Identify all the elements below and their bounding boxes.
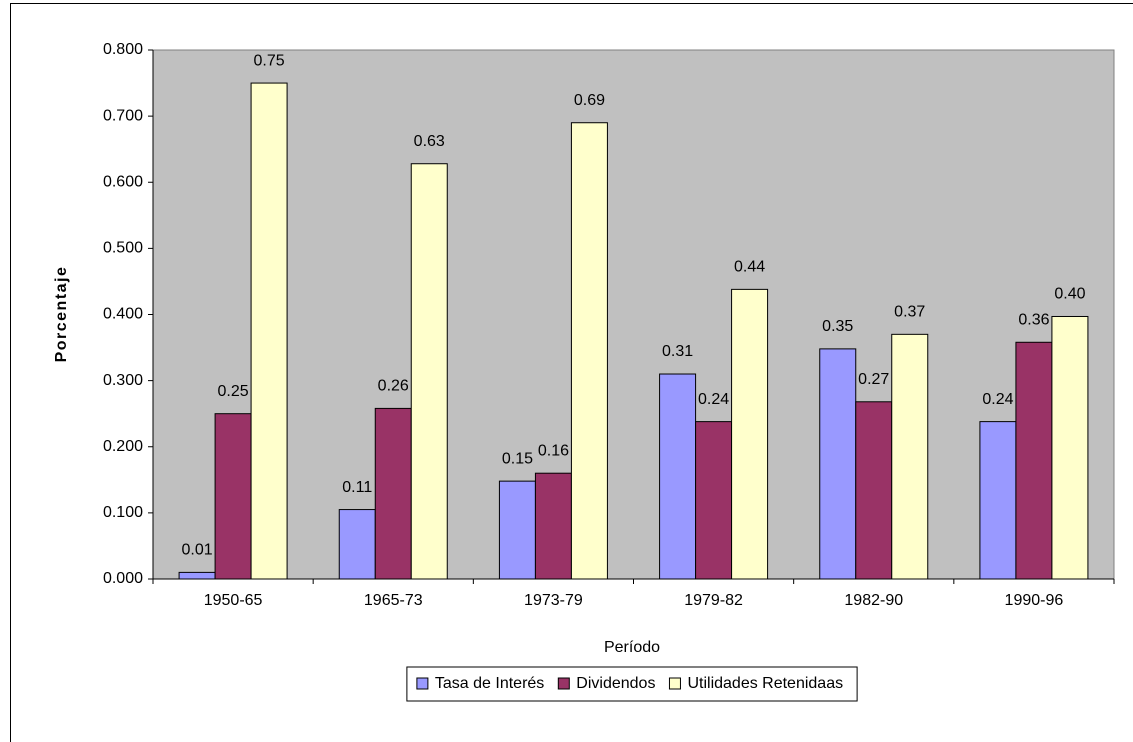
x-tick-label: 1982-90 <box>844 592 903 609</box>
bar <box>695 421 733 580</box>
y-tick-label: 0.400 <box>103 306 143 323</box>
data-label: 0.16 <box>538 442 569 459</box>
x-tick-label: 1950-65 <box>204 592 263 609</box>
legend-label: Dividendos <box>576 675 655 692</box>
bar <box>659 373 697 580</box>
y-tick-label: 0.000 <box>103 570 143 587</box>
data-label: 0.44 <box>734 259 765 276</box>
y-tick-label: 0.700 <box>103 107 143 124</box>
y-tick-label: 0.500 <box>103 240 143 257</box>
data-label: 0.69 <box>574 92 605 109</box>
x-tick-label: 1973-79 <box>524 592 583 609</box>
data-label: 0.11 <box>342 479 372 496</box>
legend-label: Utilidades Retenidaas <box>687 675 843 692</box>
x-tick-label: 1965-73 <box>364 592 423 609</box>
y-tick-label: 0.100 <box>103 504 143 521</box>
data-label: 0.15 <box>502 450 533 467</box>
data-label: 0.01 <box>182 542 213 559</box>
y-axis-title: Porcentaje <box>53 266 70 363</box>
data-label: 0.37 <box>894 304 925 321</box>
y-tick-label: 0.200 <box>103 438 143 455</box>
data-label: 0.26 <box>378 378 409 395</box>
y-tick-label: 0.300 <box>103 372 143 389</box>
data-label: 0.40 <box>1054 286 1085 303</box>
y-tick-label: 0.800 <box>103 41 143 58</box>
bar <box>214 413 252 580</box>
bar <box>819 348 857 580</box>
bar <box>979 421 1017 580</box>
data-label: 0.63 <box>414 133 445 150</box>
bar <box>534 472 572 580</box>
bar <box>374 407 412 580</box>
data-label: 0.36 <box>1018 311 1049 328</box>
bar <box>731 288 769 580</box>
bar <box>1015 341 1053 580</box>
legend-swatch <box>668 677 681 690</box>
data-label: 0.24 <box>982 391 1013 408</box>
bar <box>250 82 288 580</box>
bar <box>1051 315 1089 580</box>
legend-swatch <box>557 677 570 690</box>
data-label: 0.35 <box>822 318 853 335</box>
data-label: 0.24 <box>698 391 729 408</box>
bar <box>410 163 448 580</box>
bar <box>891 333 929 580</box>
bar <box>338 509 376 580</box>
legend-label: Tasa de Interés <box>435 675 544 692</box>
bar <box>178 571 216 580</box>
data-label: 0.31 <box>662 343 693 360</box>
data-label: 0.25 <box>218 383 249 400</box>
bar <box>498 480 536 580</box>
legend-box <box>406 666 858 702</box>
data-label: 0.75 <box>254 52 285 69</box>
plot-area <box>152 49 1115 580</box>
y-tick-label: 0.600 <box>103 173 143 190</box>
data-label: 0.27 <box>858 371 889 388</box>
x-axis-title: Período <box>604 639 660 656</box>
bar <box>570 122 608 580</box>
bar <box>855 401 893 580</box>
x-tick-label: 1979-82 <box>684 592 743 609</box>
legend-swatch <box>416 677 429 690</box>
x-tick-label: 1990-96 <box>1005 592 1064 609</box>
